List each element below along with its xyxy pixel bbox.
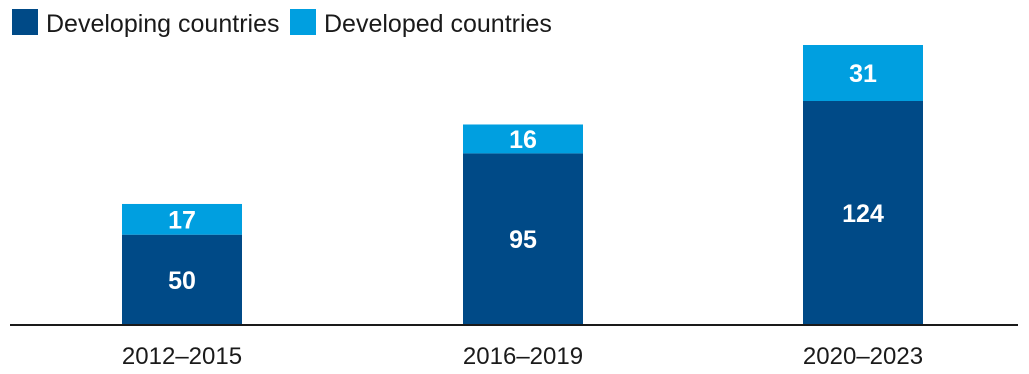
x-tick-label-1: 2016–2019 <box>463 343 583 370</box>
bar-segment-developing-0 <box>122 234 242 325</box>
legend: Developing countries Developed countries <box>12 9 552 38</box>
legend-label-developing: Developing countries <box>46 10 279 38</box>
bar-segment-developing-1 <box>463 153 583 325</box>
bar-segment-developed-0 <box>122 203 242 235</box>
bar-segment-developing-2 <box>803 101 923 325</box>
legend-swatch-developing <box>12 9 38 35</box>
x-axis-ticks: 2012–2015 2016–2019 2020–2023 <box>122 343 923 370</box>
legend-swatch-developed <box>290 9 316 35</box>
bar-segment-developed-1 <box>463 124 583 154</box>
data-label-developing-1: 95 <box>509 226 537 254</box>
bar-segment-developed-2 <box>803 45 923 101</box>
bars-group: 50 17 95 16 124 31 <box>122 45 923 325</box>
x-tick-label-2: 2020–2023 <box>803 343 923 370</box>
data-label-developing-2: 124 <box>842 200 884 228</box>
data-label-developed-0: 17 <box>168 206 196 234</box>
data-label-developed-2: 31 <box>849 60 877 88</box>
data-label-developing-0: 50 <box>168 267 196 295</box>
data-label-developed-1: 16 <box>509 126 537 154</box>
x-tick-label-0: 2012–2015 <box>122 343 242 370</box>
legend-label-developed: Developed countries <box>324 10 552 38</box>
